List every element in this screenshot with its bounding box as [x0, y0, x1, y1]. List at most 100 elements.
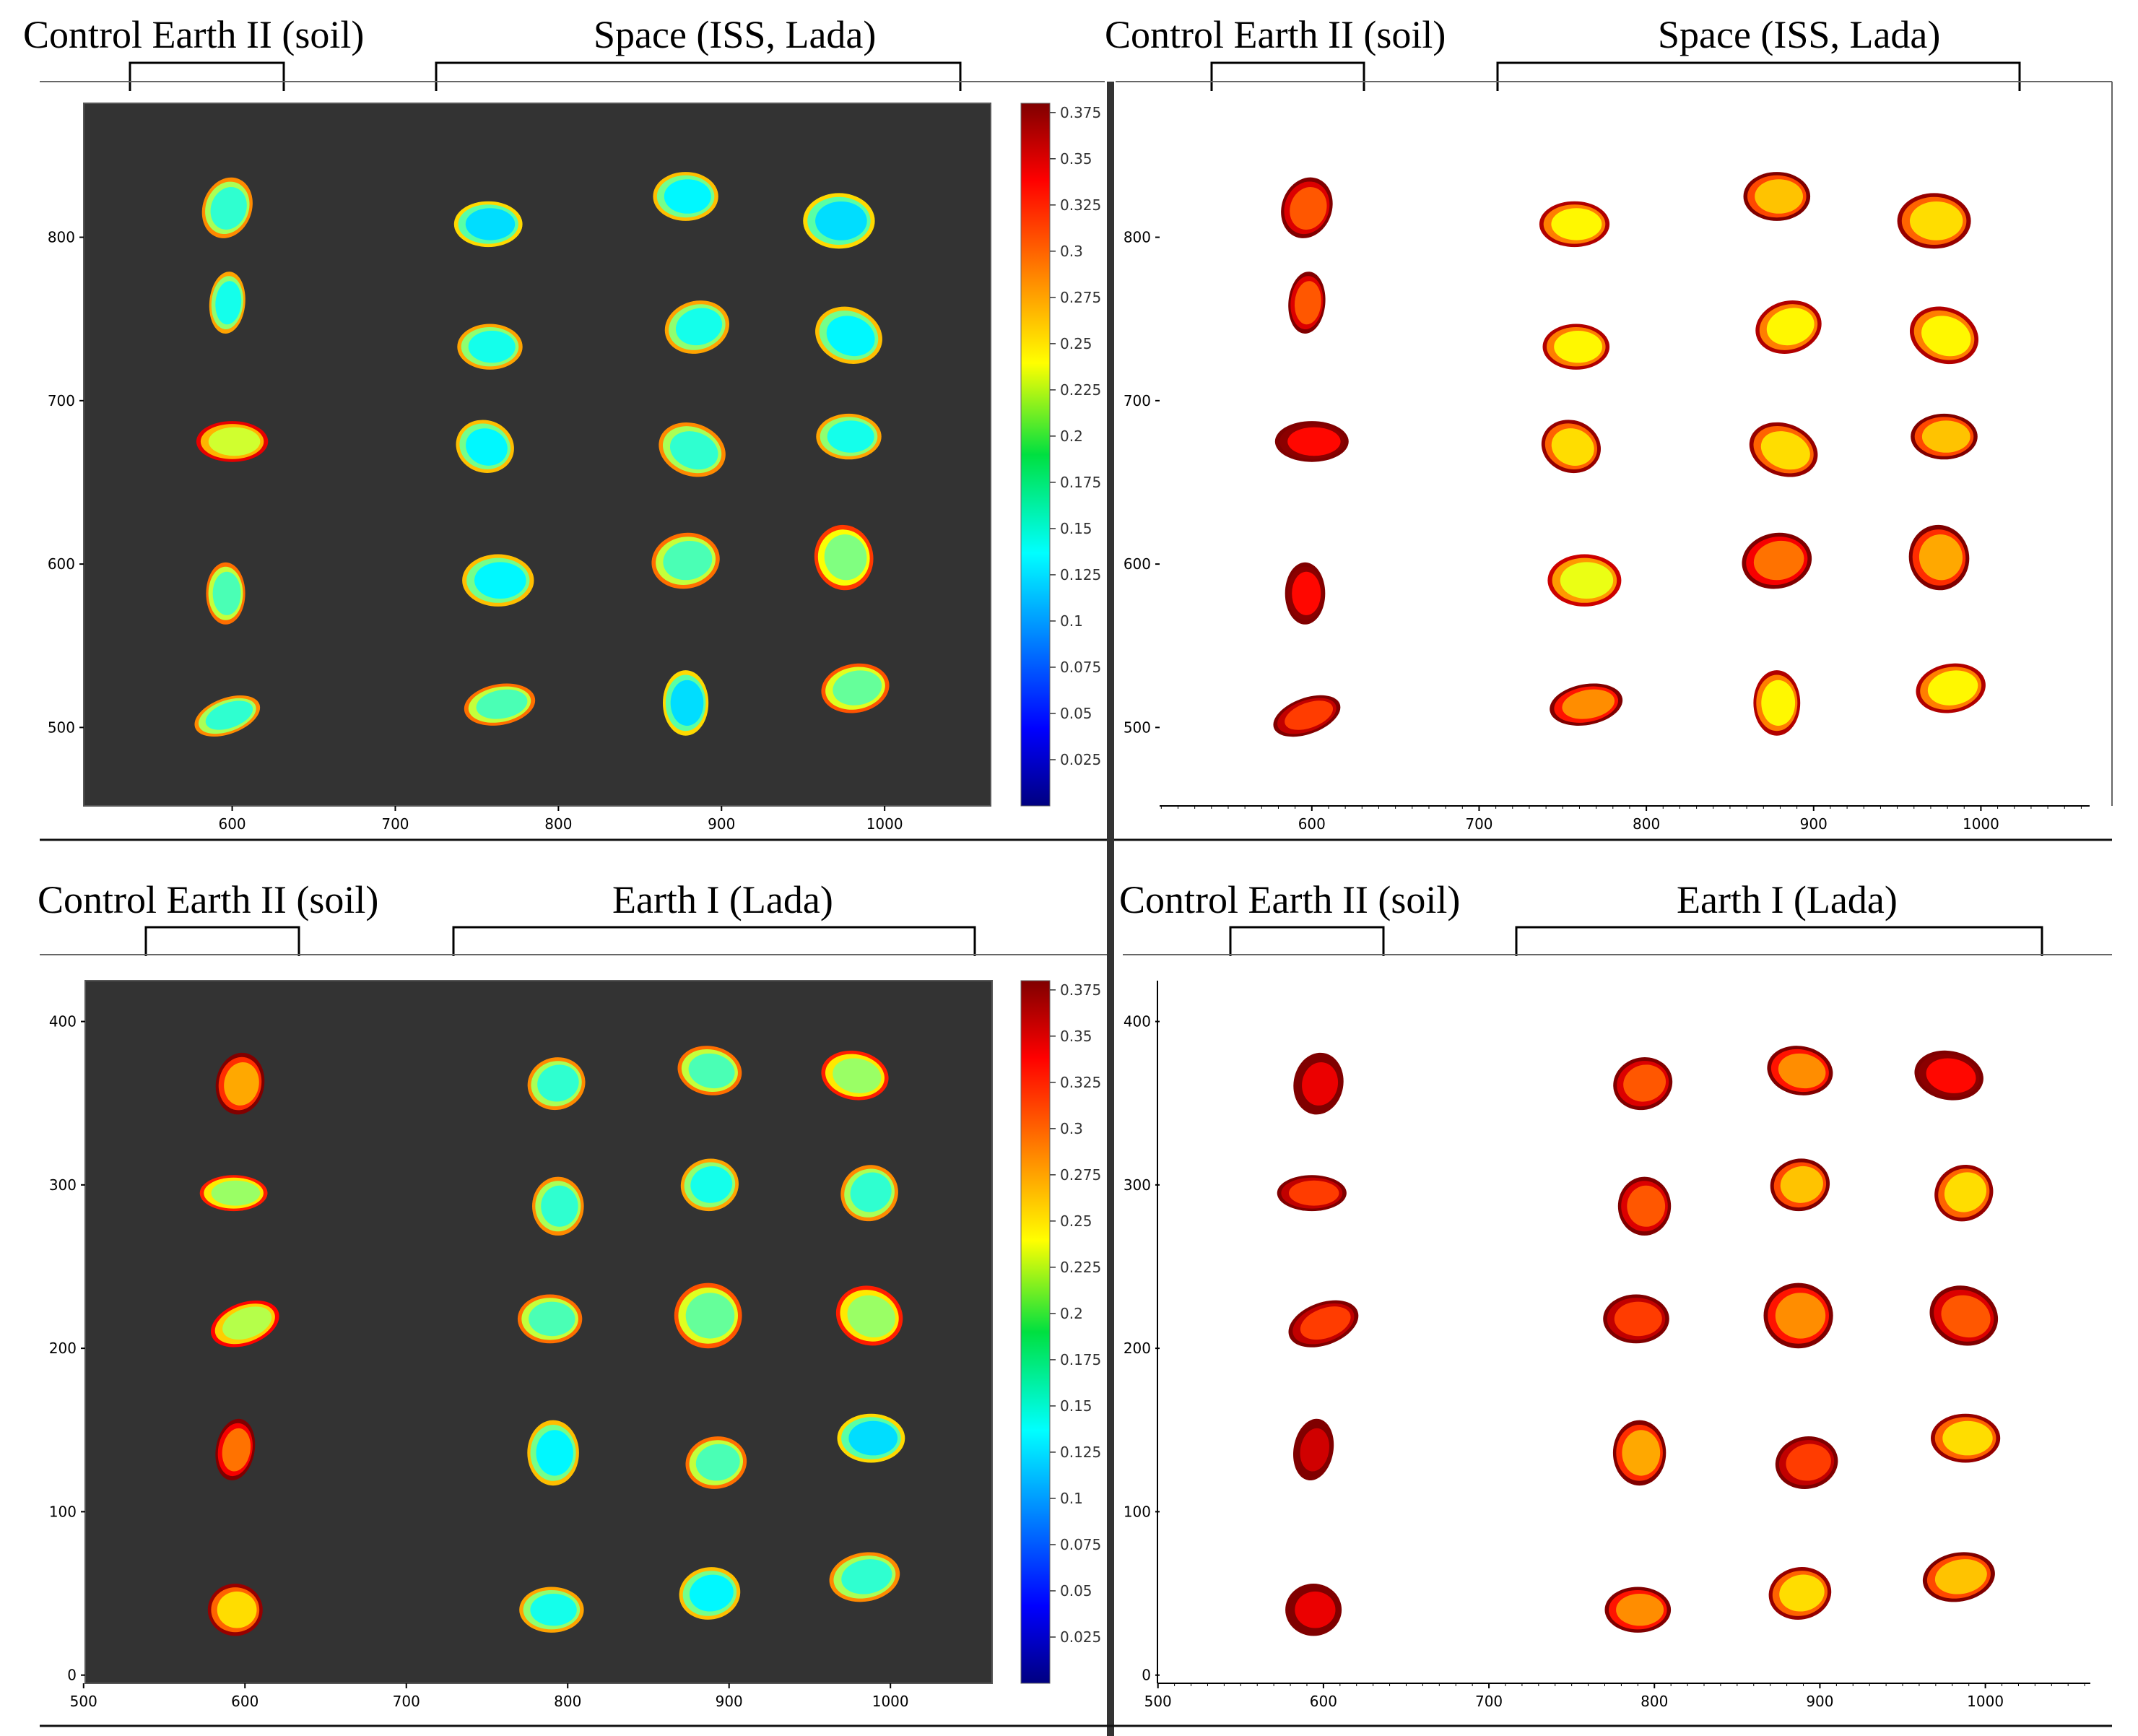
- seed-10: [464, 683, 536, 726]
- seed-core: [1551, 428, 1594, 466]
- seed-core: [466, 428, 508, 466]
- bracket-control: [1229, 926, 1385, 956]
- x-tick-label: 900: [1800, 815, 1828, 833]
- seed-core: [1554, 331, 1602, 363]
- title-control: Control Earth II (soil): [1105, 13, 1446, 56]
- seed-12: [1755, 300, 1822, 354]
- seed-core: [841, 1559, 892, 1594]
- seed-8: [456, 420, 514, 473]
- panel-top-left: Control Earth II (soil) Space (ISS, Lada…: [23, 13, 1105, 833]
- bracket-control: [1210, 61, 1365, 91]
- x-tick-label: 600: [1298, 815, 1326, 833]
- colorbar-tick-label: 0.125: [1060, 1444, 1101, 1461]
- seed-20: [829, 1552, 900, 1602]
- seed-core: [1292, 571, 1321, 615]
- seed-4: [1293, 1418, 1334, 1481]
- seed-13: [674, 1283, 742, 1349]
- colorbar-tick-label: 0.275: [1060, 1166, 1101, 1184]
- seed-2: [1277, 1175, 1347, 1212]
- colorbar-tick-label: 0.375: [1060, 981, 1101, 999]
- seed-core: [824, 534, 867, 581]
- colorbar-tick-label: 0.1: [1060, 1490, 1083, 1507]
- y-tick-label: 500: [1124, 719, 1151, 736]
- seed-11: [677, 1046, 742, 1095]
- seed-14: [651, 532, 720, 589]
- seed-19: [814, 524, 874, 591]
- colorbar-tick-label: 0.2: [1060, 428, 1083, 445]
- seed-core: [476, 689, 528, 719]
- seed-6: [527, 1057, 586, 1111]
- seed-core: [1560, 562, 1614, 599]
- seed-core: [848, 1420, 898, 1456]
- seed-core: [1294, 281, 1321, 325]
- seed-core: [211, 1180, 261, 1206]
- seed-10: [1550, 683, 1623, 726]
- seed-15: [1753, 670, 1801, 736]
- seed-core: [212, 571, 241, 615]
- y-tick-label: 100: [1124, 1503, 1151, 1520]
- seed-core: [1562, 689, 1615, 719]
- seed-core: [675, 308, 723, 346]
- seed-core: [833, 670, 882, 706]
- seed-core: [1289, 1180, 1339, 1206]
- bracket-control: [129, 61, 285, 91]
- seed-3: [196, 421, 269, 462]
- seed-core: [1942, 1420, 1993, 1456]
- y-tick-label: 0: [67, 1667, 77, 1684]
- title-group: Earth I (Lada): [612, 878, 833, 921]
- colorbar-tick-label: 0.225: [1060, 1259, 1101, 1276]
- x-tick-label: 600: [218, 815, 245, 833]
- x-tick-label: 1000: [1963, 815, 1999, 833]
- seed-core: [1755, 179, 1803, 214]
- y-tick-label: 800: [48, 229, 75, 246]
- seed-core: [536, 1430, 573, 1476]
- x-tick-label: 700: [1465, 815, 1492, 833]
- seed-layer: [1273, 172, 1986, 737]
- seed-8: [1541, 420, 1601, 474]
- seed-20: [1916, 663, 1986, 713]
- seed-core: [1627, 1185, 1666, 1227]
- x-tick-label: 800: [544, 815, 572, 833]
- seed-13: [1763, 1283, 1833, 1349]
- seed-13: [1749, 422, 1818, 477]
- colorbar-tick-label: 0.025: [1060, 751, 1101, 768]
- seed-18: [1911, 413, 1978, 460]
- seed-core: [1290, 186, 1327, 230]
- seed-16: [803, 193, 875, 249]
- seed-core: [210, 186, 247, 230]
- y-tick-label: 700: [1124, 392, 1151, 409]
- seed-11: [1743, 172, 1811, 221]
- x-tick-label: 800: [1633, 815, 1660, 833]
- colorbar-tick-label: 0.075: [1060, 1536, 1101, 1553]
- seed-core: [1287, 427, 1341, 456]
- colorbar-tick-label: 0.325: [1060, 196, 1101, 214]
- title-control: Control Earth II (soil): [1119, 878, 1460, 921]
- seed-5: [194, 695, 261, 737]
- seed-core: [833, 1058, 882, 1093]
- seed-core: [208, 427, 261, 456]
- bracket-group: [452, 926, 976, 956]
- y-tick-label: 100: [49, 1503, 77, 1520]
- seed-8: [517, 1294, 583, 1344]
- colorbar-tick-label: 0.25: [1060, 1212, 1092, 1230]
- x-tick-label: 900: [716, 1693, 743, 1710]
- seed-core: [1616, 1594, 1664, 1626]
- seed-core: [850, 1172, 892, 1212]
- seed-core: [1779, 1574, 1825, 1612]
- seed-17: [840, 1165, 898, 1222]
- seed-17: [1909, 306, 1979, 365]
- colorbar-tick-label: 0.125: [1060, 566, 1101, 583]
- seed-core: [1761, 680, 1796, 726]
- seed-core: [1766, 308, 1815, 346]
- seed-core: [1760, 431, 1810, 470]
- seed-core: [1295, 1591, 1336, 1628]
- seed-13: [659, 422, 726, 477]
- seed-18: [835, 1285, 903, 1346]
- seed-10: [1604, 1587, 1672, 1633]
- seed-11: [653, 172, 718, 221]
- seed-7: [457, 324, 523, 370]
- seed-core: [468, 331, 516, 363]
- seed-19: [1931, 1413, 2001, 1463]
- x-tick-label: 900: [708, 815, 735, 833]
- seed-19: [1908, 524, 1970, 591]
